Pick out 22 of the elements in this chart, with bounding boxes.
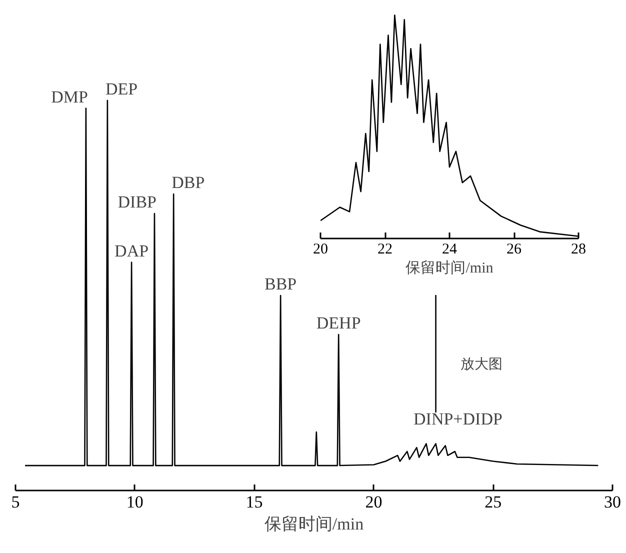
x-tick-label: 20 <box>365 492 382 512</box>
x-tick-label: 22 <box>378 242 392 258</box>
annotation: DMP <box>51 87 88 106</box>
x-tick-label: 25 <box>484 492 502 512</box>
annotation: DINP+DIDP <box>414 410 502 428</box>
annotation: DEP <box>105 79 138 98</box>
x-tick-label: 5 <box>11 492 20 512</box>
x-tick-label: 24 <box>442 242 458 258</box>
annotation: BBP <box>264 274 297 294</box>
annotation: DBP <box>172 173 205 192</box>
annotation: 放大图 <box>460 356 502 372</box>
annotation: DIBP <box>118 192 156 212</box>
x-tick-label: 20 <box>313 242 328 258</box>
x-tick-label: 10 <box>126 492 144 512</box>
x-axis-title: 保留时间/min <box>406 260 494 276</box>
x-tick-label: 28 <box>571 242 586 258</box>
x-axis-title: 保留时间/min <box>264 514 364 534</box>
x-tick-label: 15 <box>246 492 263 512</box>
annotation: DEHP <box>316 313 361 332</box>
x-tick-label: 26 <box>506 242 522 258</box>
annotation: DAP <box>114 241 149 260</box>
x-tick-label: 30 <box>604 492 621 512</box>
